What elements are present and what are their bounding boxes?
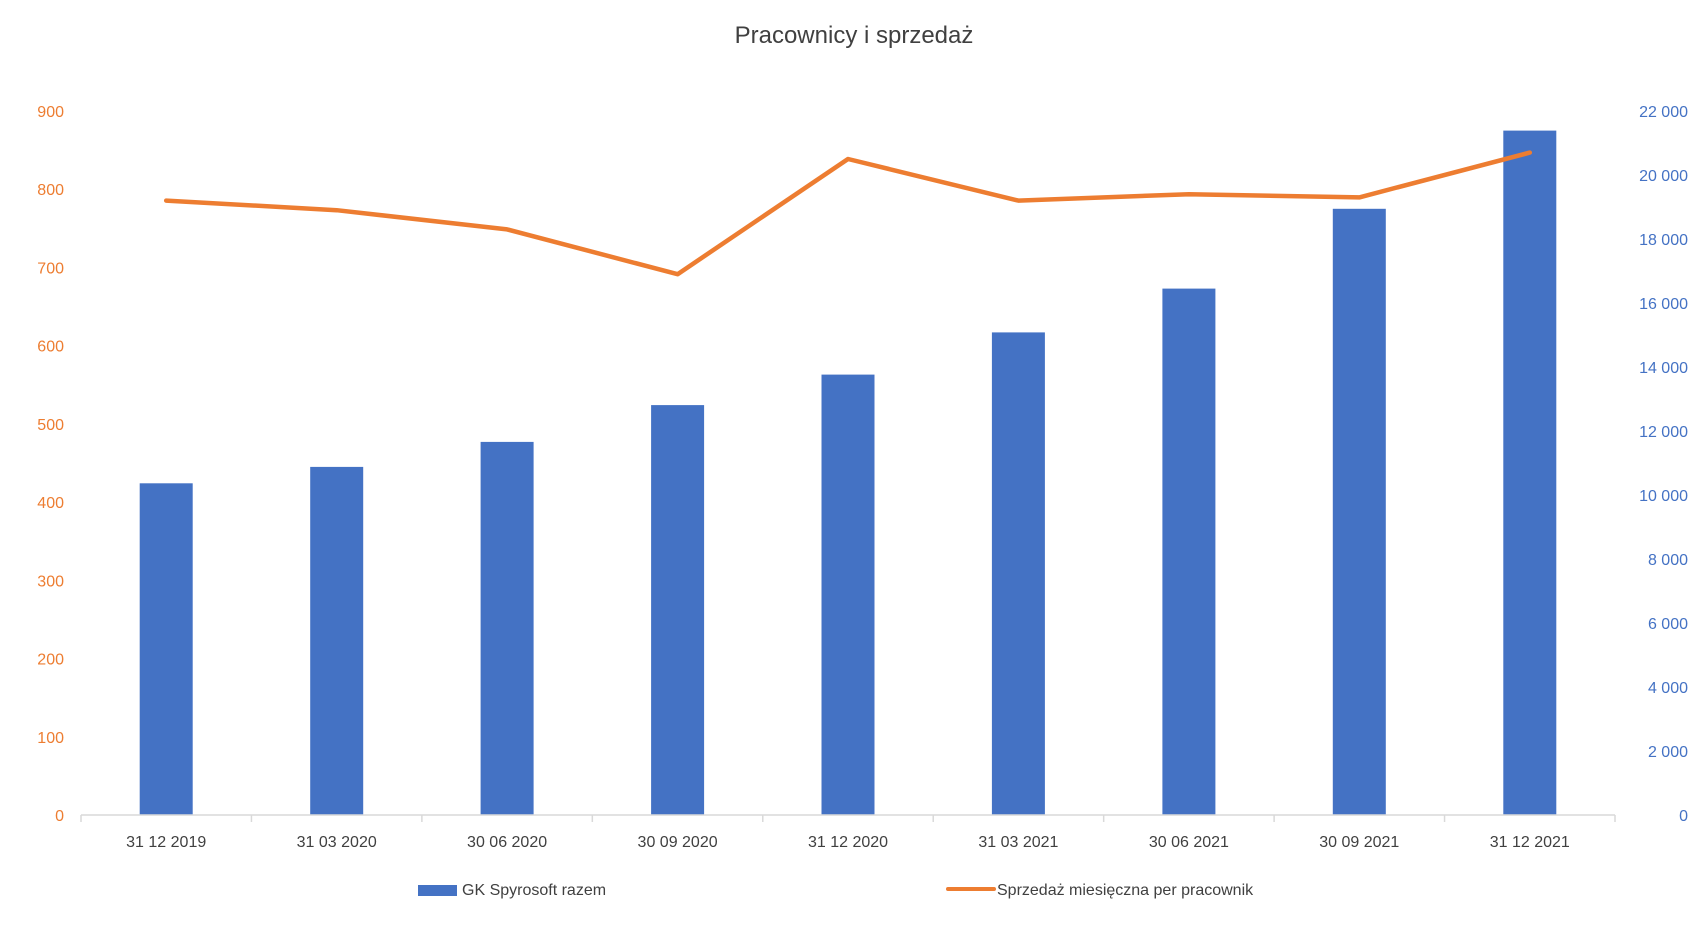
legend-label-line: Sprzedaż miesięczna per pracownik <box>997 882 1254 899</box>
bars-layer <box>139 130 1557 816</box>
bar-8 <box>1503 130 1557 816</box>
x-tick-label-2: 30 06 2020 <box>467 834 547 851</box>
x-tick-label-8: 31 12 2021 <box>1490 834 1570 851</box>
x-axis-ticks: 31 12 2019 31 03 2020 30 06 2020 30 09 2020… <box>126 834 1570 851</box>
right-axis-ticks: 0 2 000 4 000 6 000 8 000 10 000 12 000 14 000 1… <box>1639 104 1688 825</box>
right-tick-label-0: 0 <box>1679 808 1688 825</box>
legend: GK Spyrosoft razem Sprzedaż miesięczna p… <box>418 882 1254 899</box>
left-tick-label-2: 200 <box>37 652 64 669</box>
right-tick-label-11: 22 000 <box>1639 104 1688 121</box>
x-tick-label-0: 31 12 2019 <box>126 834 206 851</box>
right-tick-label-3: 6 000 <box>1648 616 1688 633</box>
chart-title: Pracownicy i sprzedaż <box>735 22 974 49</box>
x-tick-label-4: 31 12 2020 <box>808 834 888 851</box>
bar-6 <box>1162 288 1216 816</box>
x-tick-label-7: 30 09 2021 <box>1319 834 1399 851</box>
left-tick-label-3: 300 <box>37 573 64 590</box>
bar-5 <box>991 332 1045 815</box>
left-tick-label-8: 800 <box>37 182 64 199</box>
left-tick-label-4: 400 <box>37 495 64 512</box>
x-tick-label-3: 30 09 2020 <box>638 834 718 851</box>
legend-swatch-bar <box>418 885 457 896</box>
bar-0 <box>139 483 193 815</box>
right-tick-label-10: 20 000 <box>1639 168 1688 185</box>
axes-layer <box>80 814 1616 822</box>
bar-2 <box>480 441 534 815</box>
bar-3 <box>651 405 705 815</box>
right-tick-label-9: 18 000 <box>1639 232 1688 249</box>
left-tick-label-6: 600 <box>37 339 64 356</box>
bar-1 <box>310 466 364 815</box>
right-tick-label-1: 2 000 <box>1648 744 1688 761</box>
right-tick-label-6: 12 000 <box>1639 424 1688 441</box>
bar-4 <box>821 374 875 815</box>
x-tick-label-6: 30 06 2021 <box>1149 834 1229 851</box>
legend-label-bar: GK Spyrosoft razem <box>462 882 606 899</box>
right-tick-label-2: 4 000 <box>1648 680 1688 697</box>
x-tick-label-1: 31 03 2020 <box>297 834 377 851</box>
line-layer <box>163 150 1533 277</box>
left-tick-label-7: 700 <box>37 260 64 277</box>
left-tick-label-0: 0 <box>55 808 64 825</box>
left-tick-label-5: 500 <box>37 417 64 434</box>
left-tick-label-9: 900 <box>37 104 64 121</box>
right-tick-label-8: 16 000 <box>1639 296 1688 313</box>
bar-7 <box>1332 208 1386 816</box>
left-tick-label-1: 100 <box>37 730 64 747</box>
right-tick-label-5: 10 000 <box>1639 488 1688 505</box>
left-axis-ticks: 0 100 200 300 400 500 600 700 800 900 <box>37 104 64 825</box>
line-series <box>163 150 1533 277</box>
x-tick-label-5: 31 03 2021 <box>978 834 1058 851</box>
right-tick-label-4: 8 000 <box>1648 552 1688 569</box>
right-tick-label-7: 14 000 <box>1639 360 1688 377</box>
